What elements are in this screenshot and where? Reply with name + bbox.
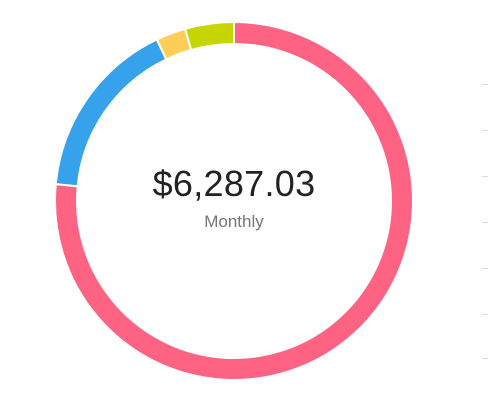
edge-tick: [482, 176, 488, 177]
edge-tick: [482, 130, 488, 131]
edge-tick: [482, 268, 488, 269]
donut-segments: [54, 20, 414, 381]
donut-segment-4[interactable]: [183, 20, 235, 52]
donut-segment-2[interactable]: [54, 38, 168, 188]
edge-tick: [482, 84, 488, 85]
edge-tick: [482, 314, 488, 315]
edge-tick: [482, 358, 488, 359]
edge-tick: [482, 222, 488, 223]
donut-segment-1[interactable]: [54, 20, 414, 381]
